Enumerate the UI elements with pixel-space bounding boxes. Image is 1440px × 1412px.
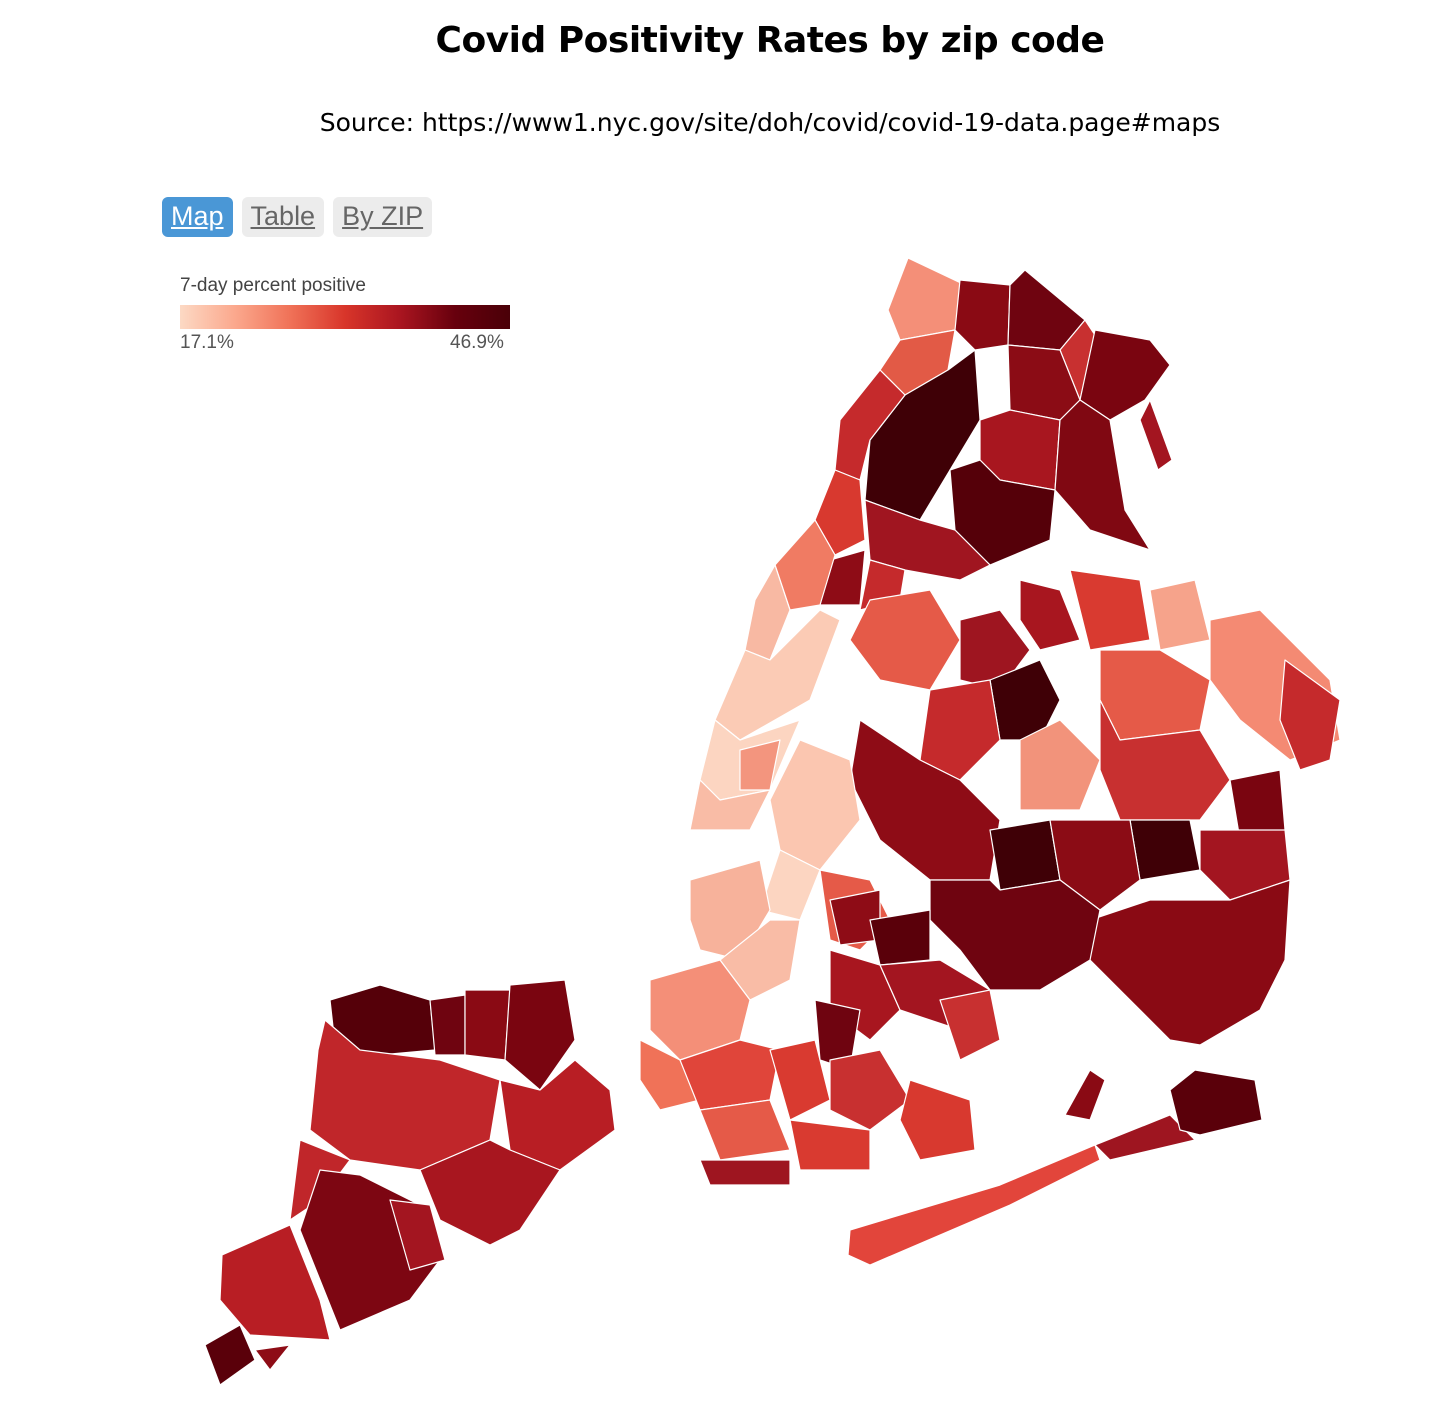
zip-area[interactable]: [814, 469, 866, 556]
legend-title: 7-day percent positive: [180, 275, 366, 296]
zip-area[interactable]: [1054, 399, 1151, 551]
zip-area[interactable]: [1099, 649, 1211, 741]
zip-area[interactable]: [869, 909, 931, 966]
zip-area[interactable]: [679, 1039, 781, 1111]
legend-min-label: 17.1%: [180, 332, 234, 353]
bronx-region: [859, 257, 1173, 611]
zip-area[interactable]: [639, 1039, 701, 1111]
zip-area[interactable]: [829, 1049, 911, 1131]
tab-map[interactable]: Map: [162, 197, 233, 237]
zip-area[interactable]: [989, 819, 1061, 891]
zip-area[interactable]: [887, 257, 966, 341]
zip-area[interactable]: [1129, 819, 1201, 881]
zip-area[interactable]: [699, 1099, 791, 1161]
zip-area[interactable]: [929, 879, 1101, 991]
zip-area[interactable]: [504, 979, 576, 1091]
zip-area[interactable]: [254, 1344, 291, 1371]
zip-area[interactable]: [847, 1144, 1101, 1266]
zip-area[interactable]: [789, 1119, 871, 1171]
zip-area[interactable]: [1019, 579, 1081, 651]
zip-area[interactable]: [774, 519, 836, 611]
zip-area[interactable]: [219, 1224, 331, 1341]
zip-area[interactable]: [1279, 659, 1341, 771]
legend-color-bar: [180, 305, 510, 329]
brooklyn-region: [639, 739, 1001, 1186]
zip-area[interactable]: [1019, 719, 1101, 811]
zip-area[interactable]: [1169, 1069, 1263, 1136]
zip-area[interactable]: [1049, 819, 1141, 911]
zip-area[interactable]: [429, 994, 466, 1056]
zip-area[interactable]: [1149, 579, 1211, 651]
source-text: Source: https://www1.nyc.gov/site/doh/co…: [319, 108, 1221, 137]
zip-area[interactable]: [1089, 879, 1291, 1046]
rockaway-region: [847, 1069, 1263, 1266]
zip-area[interactable]: [1099, 699, 1231, 821]
zip-area[interactable]: [699, 1159, 791, 1186]
manhattan-region: [689, 369, 906, 831]
zip-area[interactable]: [1069, 569, 1151, 651]
zip-area[interactable]: [464, 989, 511, 1061]
zip-area[interactable]: [939, 989, 1001, 1061]
view-tabs: Map Table By ZIP: [162, 197, 433, 237]
queens-region: [849, 569, 1341, 1046]
zip-area[interactable]: [1064, 1069, 1106, 1121]
tab-table[interactable]: Table: [241, 197, 325, 237]
staten-island-region: [204, 979, 616, 1386]
zip-area[interactable]: [954, 279, 1011, 351]
zip-area[interactable]: [739, 739, 781, 791]
tab-by-zip[interactable]: By ZIP: [333, 197, 433, 237]
zip-area[interactable]: [689, 779, 771, 831]
page-title: Covid Positivity Rates by zip code: [435, 20, 1105, 61]
legend-max-label: 46.9%: [450, 332, 504, 353]
zip-area[interactable]: [389, 1199, 446, 1271]
zip-area[interactable]: [1079, 329, 1171, 421]
zip-area[interactable]: [419, 1139, 561, 1246]
zip-area[interactable]: [1094, 1114, 1196, 1161]
zip-area[interactable]: [899, 1079, 976, 1161]
zip-area[interactable]: [204, 1324, 256, 1386]
zip-area[interactable]: [919, 679, 1001, 781]
zip-area[interactable]: [1139, 399, 1173, 471]
